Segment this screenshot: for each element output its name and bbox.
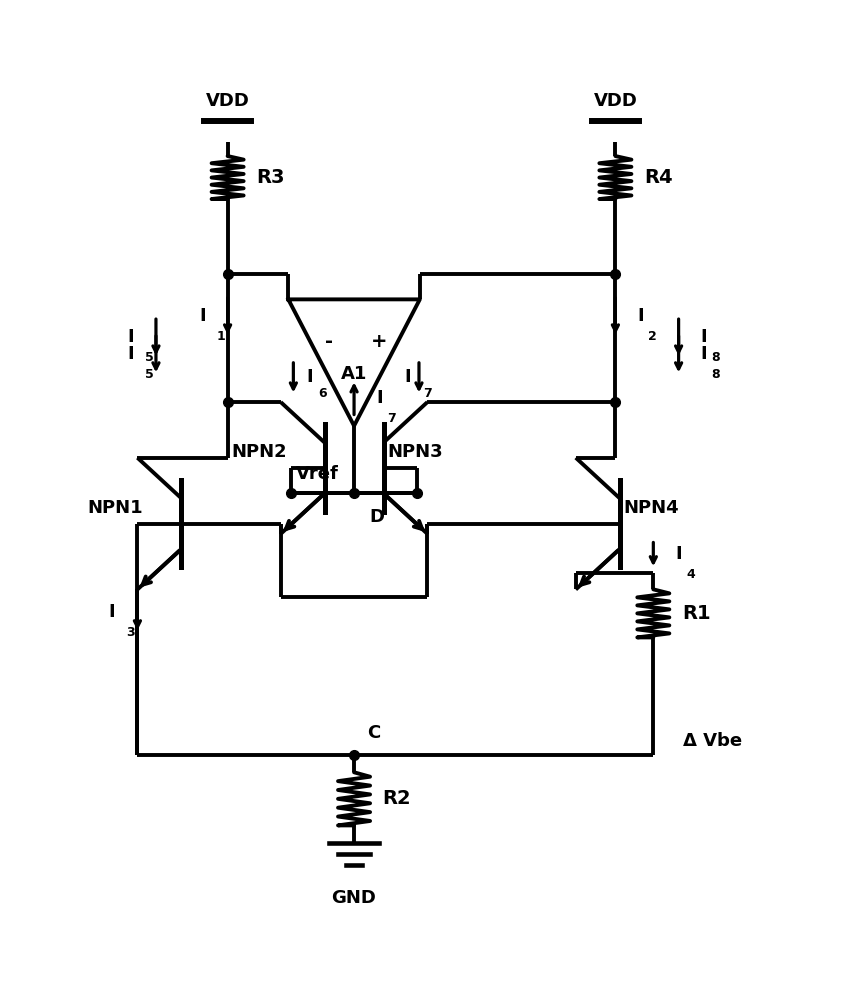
Text: 5: 5 xyxy=(145,351,153,364)
Text: A1: A1 xyxy=(341,365,368,383)
Text: GND: GND xyxy=(331,889,377,907)
Text: R3: R3 xyxy=(256,168,285,187)
Text: Δ Vbe: Δ Vbe xyxy=(683,732,742,750)
Text: I: I xyxy=(701,328,707,346)
Text: I: I xyxy=(306,368,313,386)
Text: VDD: VDD xyxy=(593,92,637,110)
Text: I: I xyxy=(127,328,134,346)
Text: NPN4: NPN4 xyxy=(624,499,679,517)
Text: 7: 7 xyxy=(387,412,395,425)
Text: 4: 4 xyxy=(686,568,695,581)
Text: -: - xyxy=(325,332,333,351)
Text: I: I xyxy=(637,307,644,325)
Text: 5: 5 xyxy=(145,368,153,381)
Text: I: I xyxy=(376,389,383,407)
Text: +: + xyxy=(371,332,387,351)
Text: 7: 7 xyxy=(423,387,432,400)
Text: NPN2: NPN2 xyxy=(231,443,287,461)
Text: 8: 8 xyxy=(711,368,720,381)
Text: C: C xyxy=(367,724,380,742)
Text: I: I xyxy=(109,603,115,621)
Text: I: I xyxy=(675,545,682,563)
Text: R4: R4 xyxy=(644,168,673,187)
Text: VDD: VDD xyxy=(206,92,250,110)
Text: 6: 6 xyxy=(319,387,327,400)
Text: I: I xyxy=(404,368,411,386)
Text: I: I xyxy=(701,345,707,363)
Text: NPN3: NPN3 xyxy=(388,443,443,461)
Text: D: D xyxy=(369,508,384,526)
Text: NPN1: NPN1 xyxy=(88,499,143,517)
Text: I: I xyxy=(127,345,134,363)
Text: R2: R2 xyxy=(383,789,411,808)
Text: R1: R1 xyxy=(682,604,711,623)
Text: 3: 3 xyxy=(126,626,135,639)
Text: 1: 1 xyxy=(217,330,225,343)
Text: 2: 2 xyxy=(648,330,657,343)
Text: Vref: Vref xyxy=(296,465,339,483)
Text: 8: 8 xyxy=(711,351,720,364)
Text: I: I xyxy=(199,307,206,325)
